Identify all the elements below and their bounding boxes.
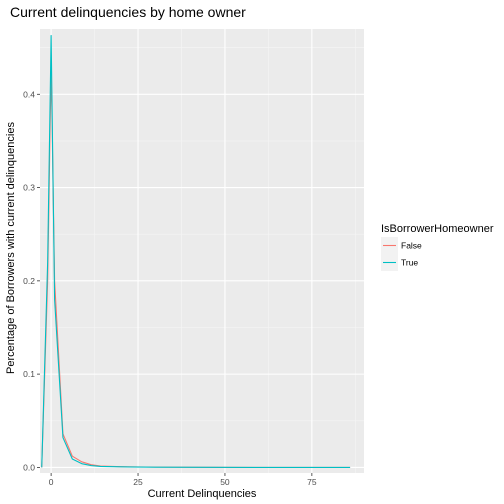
x-tick-label: 0 bbox=[49, 477, 54, 487]
y-tick-label: 0.4 bbox=[23, 89, 35, 99]
x-tick-label: 25 bbox=[133, 477, 143, 487]
y-tick-label: 0.1 bbox=[23, 369, 35, 379]
legend: IsBorrowerHomeowner False True bbox=[381, 223, 494, 271]
y-tick-label: 0.0 bbox=[23, 462, 35, 472]
grid-major bbox=[40, 29, 364, 473]
series-line-true bbox=[41, 34, 351, 468]
y-axis-title: Percentage of Borrowers with current del… bbox=[5, 122, 17, 374]
x-tick-label: 75 bbox=[307, 477, 317, 487]
x-axis-title: Current Delinquencies bbox=[148, 488, 257, 500]
series-lines bbox=[41, 34, 351, 468]
legend-label-true: True bbox=[401, 258, 418, 268]
x-tick-label: 50 bbox=[220, 477, 230, 487]
plot-panel bbox=[40, 29, 364, 473]
y-axis: 0.0 0.1 0.2 0.3 0.4 bbox=[23, 89, 40, 472]
x-axis: 0 25 50 75 bbox=[49, 473, 317, 487]
chart-title: Current delinquencies by home owner bbox=[10, 4, 246, 20]
legend-title: IsBorrowerHomeowner bbox=[381, 223, 494, 235]
y-tick-label: 0.3 bbox=[23, 183, 35, 193]
y-tick-label: 0.2 bbox=[23, 276, 35, 286]
grid-minor bbox=[40, 29, 364, 473]
legend-label-false: False bbox=[401, 241, 422, 251]
